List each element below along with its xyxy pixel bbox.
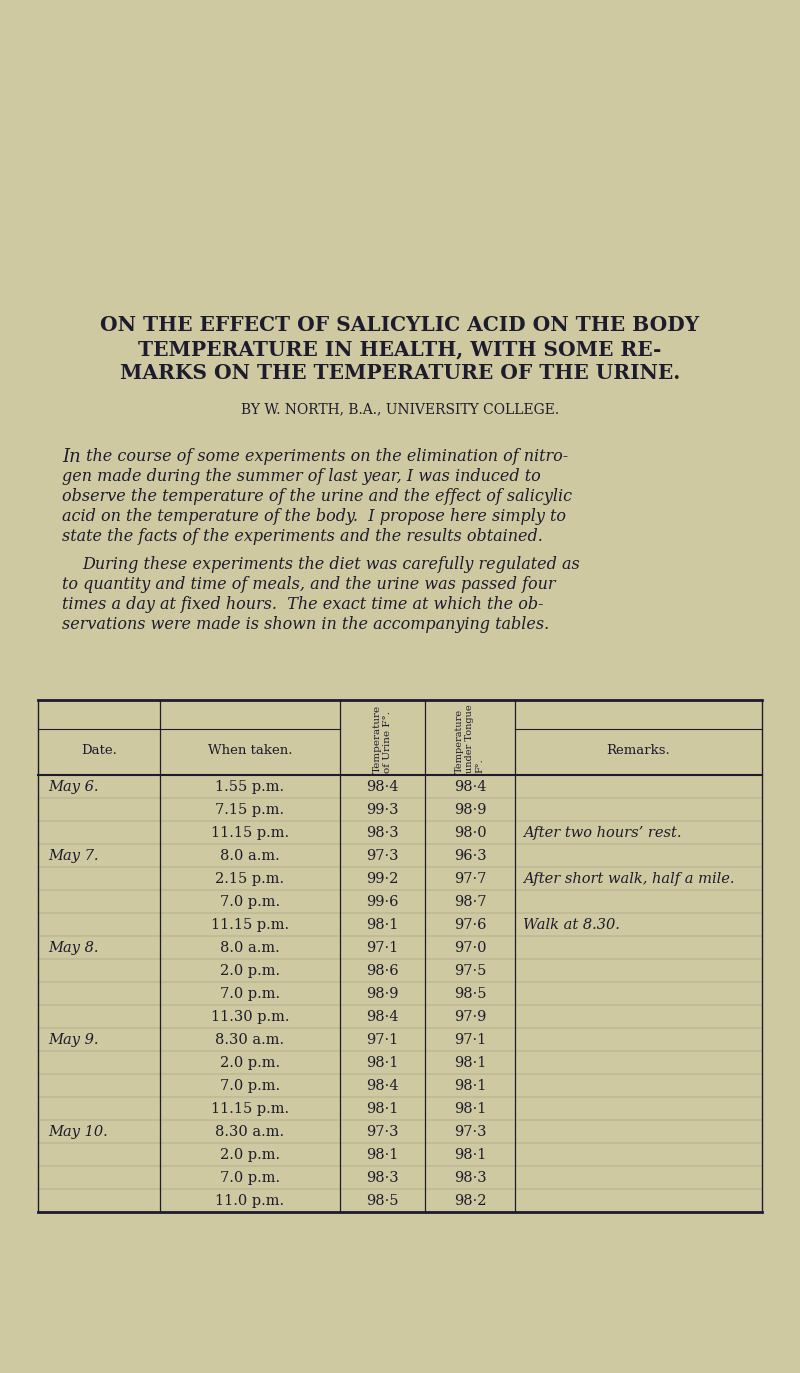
- Text: 97·0: 97·0: [454, 941, 486, 956]
- Text: 8.0 a.m.: 8.0 a.m.: [220, 941, 280, 956]
- Text: the course of some experiments on the elimination of nitro-: the course of some experiments on the el…: [81, 448, 568, 465]
- Text: MARKS ON THE TEMPERATURE OF THE URINE.: MARKS ON THE TEMPERATURE OF THE URINE.: [120, 362, 680, 383]
- Text: servations were made is shown in the accompanying tables.: servations were made is shown in the acc…: [62, 616, 550, 633]
- Text: gen made during the summer of last year, I was induced to: gen made during the summer of last year,…: [62, 468, 541, 485]
- Text: Temperature
under Tongue
F°.: Temperature under Tongue F°.: [455, 704, 485, 773]
- Text: 98·1: 98·1: [454, 1148, 486, 1162]
- Text: 99·6: 99·6: [366, 895, 398, 909]
- Text: 98·1: 98·1: [366, 1148, 398, 1162]
- Text: 98·4: 98·4: [366, 780, 398, 794]
- Text: 98·1: 98·1: [366, 1056, 398, 1070]
- Text: 11.15 p.m.: 11.15 p.m.: [211, 827, 289, 840]
- Text: 8.30 a.m.: 8.30 a.m.: [215, 1032, 285, 1048]
- Text: TEMPERATURE IN HEALTH, WITH SOME RE-: TEMPERATURE IN HEALTH, WITH SOME RE-: [138, 339, 662, 358]
- Text: 2.0 p.m.: 2.0 p.m.: [220, 1148, 280, 1162]
- Text: 98·4: 98·4: [454, 780, 486, 794]
- Text: 98·9: 98·9: [366, 987, 398, 1001]
- Text: 11.15 p.m.: 11.15 p.m.: [211, 919, 289, 932]
- Text: 98·3: 98·3: [366, 1171, 399, 1185]
- Text: May 10.: May 10.: [48, 1124, 108, 1140]
- Text: 2.15 p.m.: 2.15 p.m.: [215, 872, 285, 886]
- Text: 98·1: 98·1: [366, 919, 398, 932]
- Text: BY W. NORTH, B.A., UNIVERSITY COLLEGE.: BY W. NORTH, B.A., UNIVERSITY COLLEGE.: [241, 402, 559, 416]
- Text: May 6.: May 6.: [48, 780, 98, 794]
- Text: 99·2: 99·2: [366, 872, 398, 886]
- Text: ON THE EFFECT OF SALICYLIC ACID ON THE BODY: ON THE EFFECT OF SALICYLIC ACID ON THE B…: [100, 314, 700, 335]
- Text: May 9.: May 9.: [48, 1032, 98, 1048]
- Text: Remarks.: Remarks.: [606, 744, 670, 758]
- Text: 98·5: 98·5: [366, 1195, 398, 1208]
- Text: 97·9: 97·9: [454, 1011, 486, 1024]
- Text: acid on the temperature of the body.  I propose here simply to: acid on the temperature of the body. I p…: [62, 508, 566, 524]
- Text: 98·0: 98·0: [454, 827, 486, 840]
- Text: to quantity and time of meals, and the urine was passed four: to quantity and time of meals, and the u…: [62, 577, 555, 593]
- Text: 99·3: 99·3: [366, 803, 398, 817]
- Text: 11.15 p.m.: 11.15 p.m.: [211, 1103, 289, 1116]
- Text: When taken.: When taken.: [208, 744, 292, 758]
- Text: 11.30 p.m.: 11.30 p.m.: [210, 1011, 290, 1024]
- Text: 98·4: 98·4: [366, 1079, 398, 1093]
- Text: 7.15 p.m.: 7.15 p.m.: [215, 803, 285, 817]
- Text: 97·3: 97·3: [366, 849, 398, 864]
- Text: 98·7: 98·7: [454, 895, 486, 909]
- Text: 7.0 p.m.: 7.0 p.m.: [220, 895, 280, 909]
- Text: 11.0 p.m.: 11.0 p.m.: [215, 1195, 285, 1208]
- Text: 2.0 p.m.: 2.0 p.m.: [220, 1056, 280, 1070]
- Text: 98·3: 98·3: [454, 1171, 486, 1185]
- Text: 97·1: 97·1: [366, 1032, 398, 1048]
- Text: 8.0 a.m.: 8.0 a.m.: [220, 849, 280, 864]
- Text: Date.: Date.: [81, 744, 117, 758]
- Text: 97·3: 97·3: [366, 1124, 398, 1140]
- Text: 97·7: 97·7: [454, 872, 486, 886]
- Text: 98·1: 98·1: [366, 1103, 398, 1116]
- Text: 98·4: 98·4: [366, 1011, 398, 1024]
- Text: 96·3: 96·3: [454, 849, 486, 864]
- Text: 97·1: 97·1: [366, 941, 398, 956]
- Text: 2.0 p.m.: 2.0 p.m.: [220, 964, 280, 978]
- Text: 97·6: 97·6: [454, 919, 486, 932]
- Text: 97·3: 97·3: [454, 1124, 486, 1140]
- Text: 98·5: 98·5: [454, 987, 486, 1001]
- Text: May 7.: May 7.: [48, 849, 98, 864]
- Text: 7.0 p.m.: 7.0 p.m.: [220, 1079, 280, 1093]
- Text: 98·6: 98·6: [366, 964, 399, 978]
- Text: Temperature
of Urine F°.: Temperature of Urine F°.: [373, 704, 392, 773]
- Text: After two hours’ rest.: After two hours’ rest.: [523, 827, 682, 840]
- Text: 98·2: 98·2: [454, 1195, 486, 1208]
- Text: 98·1: 98·1: [454, 1103, 486, 1116]
- Text: 7.0 p.m.: 7.0 p.m.: [220, 1171, 280, 1185]
- Text: 97·5: 97·5: [454, 964, 486, 978]
- Text: After short walk, half a mile.: After short walk, half a mile.: [523, 872, 734, 886]
- Text: Walk at 8.30.: Walk at 8.30.: [523, 919, 620, 932]
- Text: 98·1: 98·1: [454, 1079, 486, 1093]
- Text: 8.30 a.m.: 8.30 a.m.: [215, 1124, 285, 1140]
- Text: May 8.: May 8.: [48, 941, 98, 956]
- Text: 98·9: 98·9: [454, 803, 486, 817]
- Text: In: In: [62, 448, 81, 465]
- Text: 98·3: 98·3: [366, 827, 399, 840]
- Text: state the facts of the experiments and the results obtained.: state the facts of the experiments and t…: [62, 529, 543, 545]
- Text: 97·1: 97·1: [454, 1032, 486, 1048]
- Text: 7.0 p.m.: 7.0 p.m.: [220, 987, 280, 1001]
- Text: times a day at fixed hours.  The exact time at which the ob-: times a day at fixed hours. The exact ti…: [62, 596, 543, 612]
- Text: observe the temperature of the urine and the effect of salicylic: observe the temperature of the urine and…: [62, 487, 572, 505]
- Text: 1.55 p.m.: 1.55 p.m.: [215, 780, 285, 794]
- Text: During these experiments the diet was carefully regulated as: During these experiments the diet was ca…: [82, 556, 580, 573]
- Text: 98·1: 98·1: [454, 1056, 486, 1070]
